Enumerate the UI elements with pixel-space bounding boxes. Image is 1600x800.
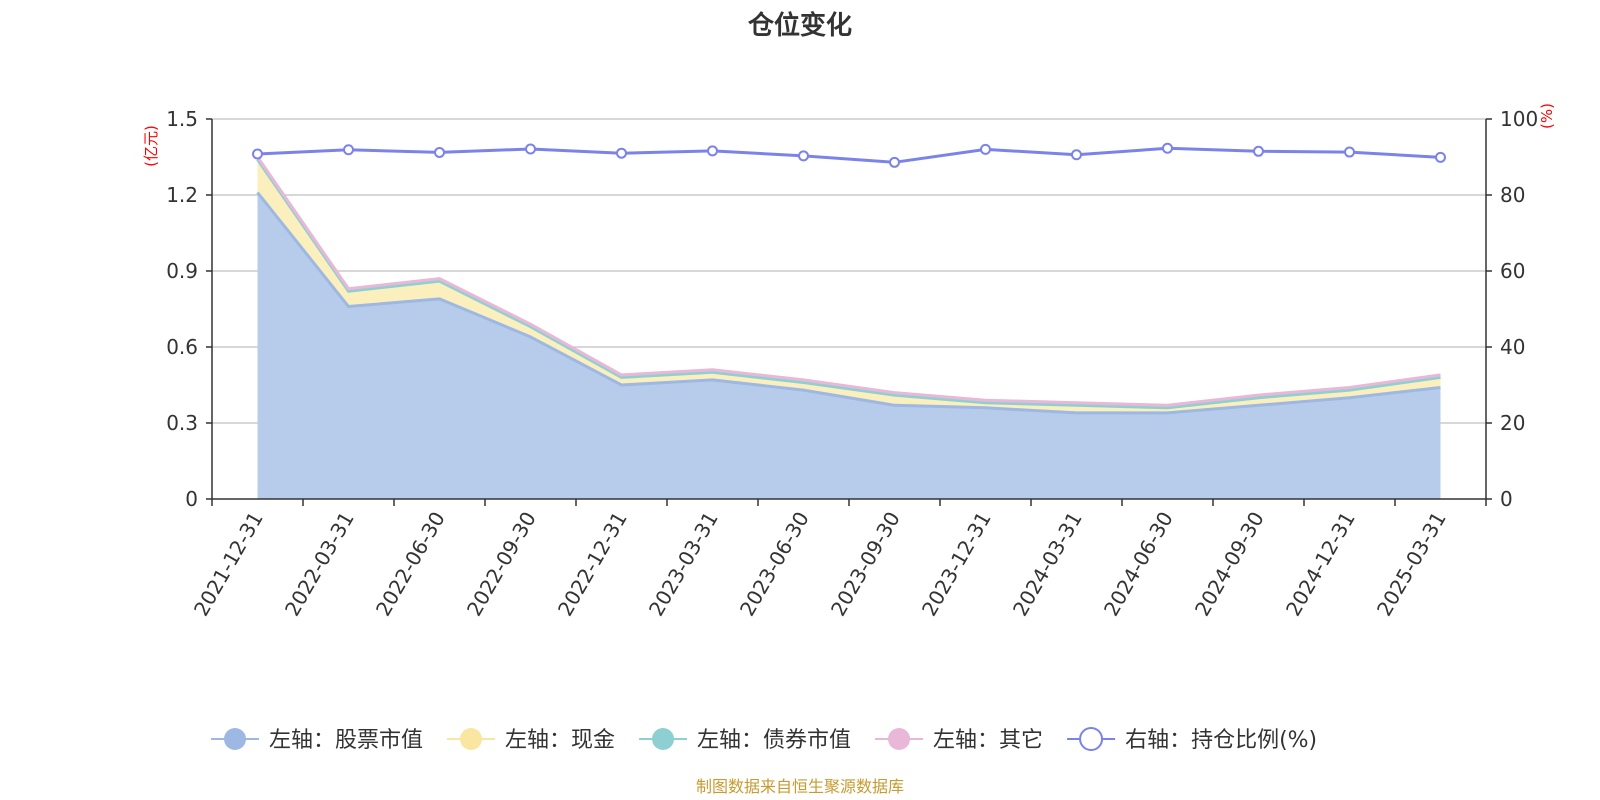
- ratio-point: [1162, 142, 1173, 154]
- ratio-point: [1435, 151, 1446, 163]
- chart-title: 仓位变化: [747, 10, 852, 41]
- x-tick-label: 2023-06-30: [735, 508, 814, 621]
- x-tick-label: 2023-03-31: [644, 508, 723, 621]
- x-tick-label: 2022-09-30: [462, 508, 541, 621]
- x-tick-label: 2024-12-31: [1281, 508, 1360, 621]
- right-tick-label: 0: [1500, 487, 1513, 511]
- right-tick-label: 80: [1500, 183, 1525, 207]
- left-tick-label: 0.9: [166, 259, 198, 283]
- ratio-point: [798, 150, 809, 162]
- legend-label: 左轴：债券市值: [697, 728, 851, 753]
- ratio-point: [889, 156, 900, 168]
- left-tick-label: 0: [185, 487, 198, 511]
- left-tick-label: 0.6: [166, 335, 198, 359]
- x-tick-label: 2024-06-30: [1099, 508, 1178, 621]
- ratio-point: [434, 146, 445, 158]
- ratio-point: [252, 148, 263, 160]
- x-tick-label: 2024-03-31: [1008, 508, 1087, 621]
- legend-marker: [460, 728, 483, 750]
- legend-marker: [888, 728, 911, 750]
- legend: 左轴：股票市值 左轴：现金 左轴：债券市值 左轴：其它 右轴：持仓比例(%): [211, 727, 1317, 753]
- left-tick-label: 0.3: [166, 411, 198, 435]
- legend-marker: [1079, 727, 1104, 751]
- right-tick-label: 100: [1500, 107, 1538, 131]
- x-tick-label: 2023-09-30: [826, 508, 905, 621]
- legend-marker: [224, 728, 246, 750]
- right-axis-unit: (%): [1538, 103, 1556, 129]
- stacked-areas: [256, 156, 1441, 499]
- ratio-point: [525, 143, 536, 155]
- holding-ratio-line: [252, 142, 1446, 168]
- ratio-point: [1071, 149, 1082, 161]
- right-tick-label: 60: [1500, 259, 1525, 283]
- right-tick-label: 40: [1500, 335, 1525, 359]
- left-tick-label: 1.5: [166, 107, 198, 131]
- x-tick-label: 2023-12-31: [917, 508, 996, 621]
- legend-label: 左轴：其它: [933, 728, 1043, 753]
- ratio-polyline: [257, 146, 1441, 164]
- legend-label: 左轴：现金: [505, 728, 615, 753]
- line-债券市值: [256, 158, 1441, 410]
- line-股票市值: [256, 191, 1441, 415]
- left-tick-label: 1.2: [166, 183, 198, 207]
- left-axis-unit: (亿元): [142, 125, 160, 167]
- x-tick-label: 2024-09-30: [1190, 508, 1269, 621]
- x-tick-label: 2022-03-31: [280, 508, 359, 621]
- legend-marker: [652, 728, 675, 750]
- x-tick-label: 2022-12-31: [553, 508, 632, 621]
- right-tick-label: 20: [1500, 411, 1525, 435]
- line-其它: [256, 156, 1441, 407]
- ratio-point: [980, 143, 991, 155]
- x-tick-label: 2025-03-31: [1372, 508, 1451, 621]
- ratio-point: [616, 147, 627, 159]
- legend-label: 右轴：持仓比例(%): [1125, 728, 1317, 753]
- x-tick-label: 2021-12-31: [189, 508, 268, 621]
- area-股票市值: [257, 192, 1441, 499]
- ratio-point: [707, 145, 718, 157]
- ratio-point: [1344, 146, 1355, 158]
- ratio-point: [1253, 145, 1264, 157]
- x-tick-label: 2022-06-30: [371, 508, 450, 621]
- data-source-note: 制图数据来自恒生聚源数据库: [696, 777, 904, 796]
- legend-label: 左轴：股票市值: [269, 728, 423, 753]
- ratio-point: [343, 144, 354, 156]
